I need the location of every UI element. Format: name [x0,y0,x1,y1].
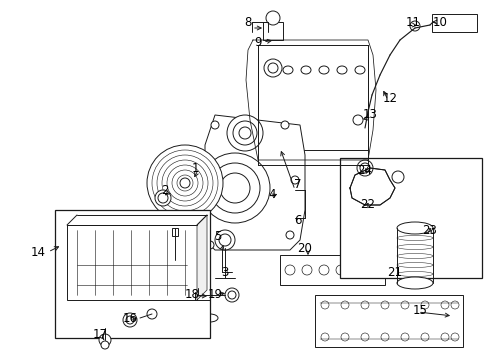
Circle shape [239,127,250,139]
Circle shape [267,63,278,73]
Bar [314,295,462,347]
Text: 20: 20 [297,242,312,255]
Ellipse shape [396,277,432,289]
Circle shape [302,265,311,275]
Circle shape [219,234,230,246]
Circle shape [123,313,137,327]
Bar [263,22,283,40]
Text: 14: 14 [30,246,45,258]
Circle shape [227,291,236,299]
Text: 15: 15 [412,303,427,316]
Polygon shape [197,215,206,300]
Circle shape [420,301,428,309]
Text: 17: 17 [92,328,107,342]
Circle shape [318,265,328,275]
Text: 5: 5 [214,230,221,243]
Circle shape [224,288,239,302]
Circle shape [380,333,388,341]
Ellipse shape [202,314,218,322]
Circle shape [265,11,280,25]
Text: 22: 22 [360,198,375,211]
Text: 10: 10 [432,15,447,28]
Text: 4: 4 [268,189,275,202]
Circle shape [450,301,458,309]
Text: 13: 13 [362,108,377,122]
Circle shape [359,163,369,173]
Circle shape [290,176,298,184]
Bar [55,210,209,338]
Ellipse shape [301,66,310,74]
Circle shape [360,333,368,341]
Text: 8: 8 [244,15,251,28]
Circle shape [158,193,168,203]
Text: 12: 12 [382,91,397,104]
Text: 19: 19 [207,288,222,302]
Ellipse shape [354,66,364,74]
Circle shape [360,301,368,309]
Text: 6: 6 [294,213,301,226]
Circle shape [232,121,257,145]
Bar [280,255,384,285]
Text: 18: 18 [184,288,199,302]
Polygon shape [204,115,305,250]
Ellipse shape [396,222,432,234]
Circle shape [450,333,458,341]
Circle shape [180,178,190,188]
Bar [258,45,367,150]
Circle shape [356,160,372,176]
Circle shape [226,115,263,151]
Circle shape [101,341,109,349]
Ellipse shape [283,66,292,74]
Circle shape [340,301,348,309]
Circle shape [369,265,379,275]
Circle shape [147,309,157,319]
Circle shape [320,333,328,341]
Text: 23: 23 [422,224,437,237]
Circle shape [420,333,428,341]
Bar [339,158,481,278]
Circle shape [155,190,171,206]
Polygon shape [349,168,394,205]
Circle shape [391,171,403,183]
Text: 24: 24 [357,163,372,176]
Circle shape [400,301,408,309]
Text: 1: 1 [191,162,198,175]
Circle shape [215,230,235,250]
Circle shape [440,333,448,341]
Ellipse shape [336,66,346,74]
Bar [172,228,178,236]
Ellipse shape [318,66,328,74]
Circle shape [209,163,260,213]
Text: 16: 16 [122,311,137,324]
Ellipse shape [264,66,274,74]
Circle shape [205,241,214,249]
Circle shape [320,301,328,309]
Bar [67,225,197,300]
Circle shape [126,316,134,324]
Circle shape [440,301,448,309]
Circle shape [285,265,294,275]
Circle shape [380,301,388,309]
Circle shape [264,59,282,77]
Circle shape [200,153,269,223]
Text: 21: 21 [386,266,402,279]
Circle shape [352,265,362,275]
Circle shape [340,333,348,341]
Circle shape [220,173,249,203]
Circle shape [335,265,346,275]
Text: 9: 9 [254,36,261,49]
Circle shape [99,334,111,346]
Text: 2: 2 [161,184,168,197]
Text: 7: 7 [294,179,301,192]
Circle shape [352,115,362,125]
Circle shape [409,21,419,31]
Circle shape [281,121,288,129]
Circle shape [210,121,219,129]
Circle shape [147,145,223,221]
Text: 3: 3 [221,266,228,279]
Bar [431,14,476,32]
Text: 11: 11 [405,15,420,28]
Circle shape [285,231,293,239]
Circle shape [400,333,408,341]
